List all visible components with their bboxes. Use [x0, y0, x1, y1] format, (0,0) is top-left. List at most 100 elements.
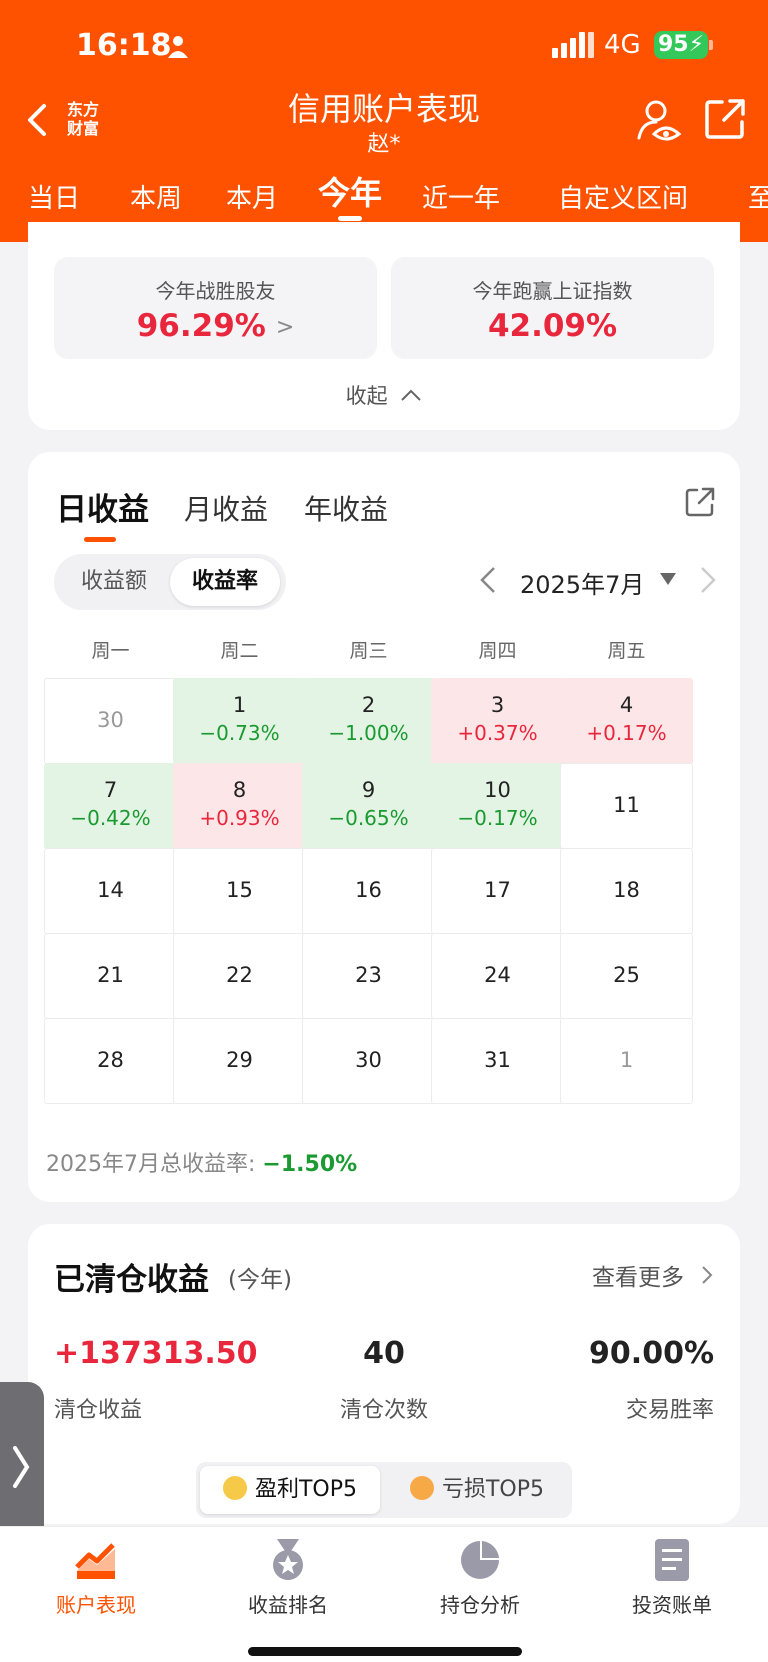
bottom-nav: 账户表现 收益排名 持仓分析 投资账单 [0, 1526, 768, 1662]
calendar-day-cell[interactable]: 24 [431, 933, 564, 1019]
calendar-day-cell[interactable]: 31 [431, 1018, 564, 1104]
tab-week[interactable]: 本周 [130, 184, 183, 214]
tab-monthly-returns[interactable]: 月收益 [184, 493, 269, 526]
summary-card: 今年战胜股友 96.29% > 今年跑赢上证指数 42.09% 收起 [28, 222, 740, 430]
page-title: 信用账户表现 [287, 90, 480, 128]
weekday-label: 周三 [349, 640, 388, 662]
calendar-day-cell[interactable]: 29 [173, 1018, 306, 1104]
beat-friends-box[interactable]: 今年战胜股友 96.29% > [54, 257, 377, 359]
day-return-rate: +0.93% [199, 806, 280, 830]
day-return-rate: −1.00% [328, 721, 409, 745]
calendar-day-cell[interactable]: 11 [560, 763, 693, 849]
beat-friends-value: 96.29% > [136, 308, 295, 344]
view-more-link[interactable]: 查看更多 [592, 1265, 684, 1291]
day-number: 18 [613, 878, 640, 902]
header: 16:18 4G 95⚡ 东方财富 信用账户表现 赵* 当日 本周 本月 今年 [0, 0, 768, 242]
day-number: 30 [97, 708, 124, 732]
sub-tab-underline [84, 537, 116, 542]
battery-icon: 95⚡ [654, 31, 708, 59]
nav-account-performance[interactable]: 账户表现 [0, 1537, 192, 1618]
closed-count-label: 清仓次数 [339, 1398, 428, 1423]
day-number: 28 [97, 1048, 124, 1072]
calendar-day-cell[interactable]: 23 [302, 933, 435, 1019]
win-rate-value: 90.00% [589, 1336, 714, 1371]
day-number: 1 [232, 693, 247, 717]
nav-investment-statement[interactable]: 投资账单 [576, 1537, 768, 1618]
day-number: 10 [484, 778, 511, 802]
tab-daily-returns[interactable]: 日收益 [56, 492, 149, 528]
calendar-day-cell[interactable]: 3 +0.37% [431, 678, 564, 764]
day-number: 8 [232, 778, 247, 802]
tab-month[interactable]: 本月 [226, 184, 279, 214]
closed-period: (今年) [228, 1267, 292, 1293]
calendar-day-cell[interactable]: 21 [44, 933, 177, 1019]
returns-tabs: 日收益 月收益 年收益 [56, 484, 656, 544]
calendar-day-cell[interactable]: 7 −0.42% [44, 763, 177, 849]
calendar-day-cell[interactable]: 1 −0.73% [173, 678, 306, 764]
tab-last-year[interactable]: 近一年 [422, 184, 501, 214]
calendar-day-cell[interactable]: 1 [560, 1018, 693, 1104]
day-number: 24 [484, 963, 511, 987]
toggle-amount[interactable]: 收益额 [80, 569, 147, 594]
calendar-day-cell[interactable]: 30 [302, 1018, 435, 1104]
calendar-day-cell[interactable]: 2 −1.00% [302, 678, 435, 764]
nav-label-holding: 持仓分析 [440, 1593, 520, 1617]
day-return-rate: −0.65% [328, 806, 409, 830]
day-return-rate: +0.37% [457, 721, 538, 745]
dropdown-triangle-icon[interactable] [660, 573, 676, 585]
chevron-right-icon[interactable] [696, 562, 720, 598]
day-number: 7 [103, 778, 118, 802]
side-drawer-handle[interactable] [0, 1382, 44, 1552]
calendar-day-cell[interactable]: 16 [302, 848, 435, 934]
calendar-day-cell[interactable]: 22 [173, 933, 306, 1019]
calendar-day-cell[interactable]: 30 [44, 678, 177, 764]
trend-chart-icon [75, 1543, 115, 1579]
calendar-day-cell[interactable]: 28 [44, 1018, 177, 1104]
calendar-day-cell[interactable]: 8 +0.93% [173, 763, 306, 849]
segment-loss-top5[interactable]: 亏损TOP5 [386, 1466, 568, 1514]
month-total: 2025年7月总收益率: −1.50% [46, 1146, 357, 1178]
tab-underline [338, 216, 362, 221]
segment-profit-top5[interactable]: 盈利TOP5 [200, 1466, 380, 1514]
tab-yearly-returns[interactable]: 年收益 [304, 493, 389, 526]
tab-year[interactable]: 今年 [318, 174, 383, 212]
back-arrow-icon[interactable] [22, 100, 52, 140]
closed-profit-label: 清仓收益 [54, 1398, 143, 1423]
chevron-right-icon [13, 1446, 30, 1488]
collapse-button[interactable]: 收起 [28, 380, 740, 410]
person-icon [168, 36, 188, 58]
calendar-day-cell[interactable]: 4 +0.17% [560, 678, 693, 764]
export-icon[interactable] [704, 98, 746, 140]
tab-today[interactable]: 当日 [28, 184, 81, 214]
calendar-day-cell[interactable]: 18 [560, 848, 693, 934]
calendar-day-cell[interactable]: 9 −0.65% [302, 763, 435, 849]
weekday-label: 周四 [478, 640, 517, 662]
chevron-left-icon[interactable] [476, 562, 500, 598]
win-rate-label: 交易胜率 [625, 1398, 714, 1423]
tab-more[interactable]: 至 [748, 184, 768, 214]
nav-holding-analysis[interactable]: 持仓分析 [384, 1537, 576, 1618]
nav-return-ranking[interactable]: 收益排名 [192, 1537, 384, 1618]
month-label[interactable]: 2025年7月 [520, 571, 645, 599]
day-number: 16 [355, 878, 382, 902]
calendar-day-cell[interactable]: 17 [431, 848, 564, 934]
amount-rate-toggle: 收益额 收益率 [54, 554, 286, 610]
calendar-day-cell[interactable]: 10 −0.17% [431, 763, 564, 849]
day-number: 30 [355, 1048, 382, 1072]
day-return-rate: +0.17% [586, 721, 667, 745]
tab-custom-range[interactable]: 自定义区间 [558, 184, 689, 214]
nav-label-account: 账户表现 [56, 1593, 136, 1617]
beat-index-value: 42.09% [487, 308, 618, 344]
weekday-label: 周一 [91, 640, 130, 662]
calendar-day-cell[interactable]: 25 [560, 933, 693, 1019]
calendar-day-cell[interactable]: 14 [44, 848, 177, 934]
calendar-day-cell[interactable]: 15 [173, 848, 306, 934]
privacy-eye-icon[interactable] [636, 98, 682, 144]
toggle-rate[interactable]: 收益率 [170, 558, 280, 606]
day-number: 23 [355, 963, 382, 987]
day-number: 2 [361, 693, 376, 717]
nav-label-statement: 投资账单 [632, 1593, 712, 1617]
chevron-right-icon[interactable] [700, 1264, 714, 1286]
share-icon[interactable] [684, 486, 716, 518]
day-number: 22 [226, 963, 253, 987]
